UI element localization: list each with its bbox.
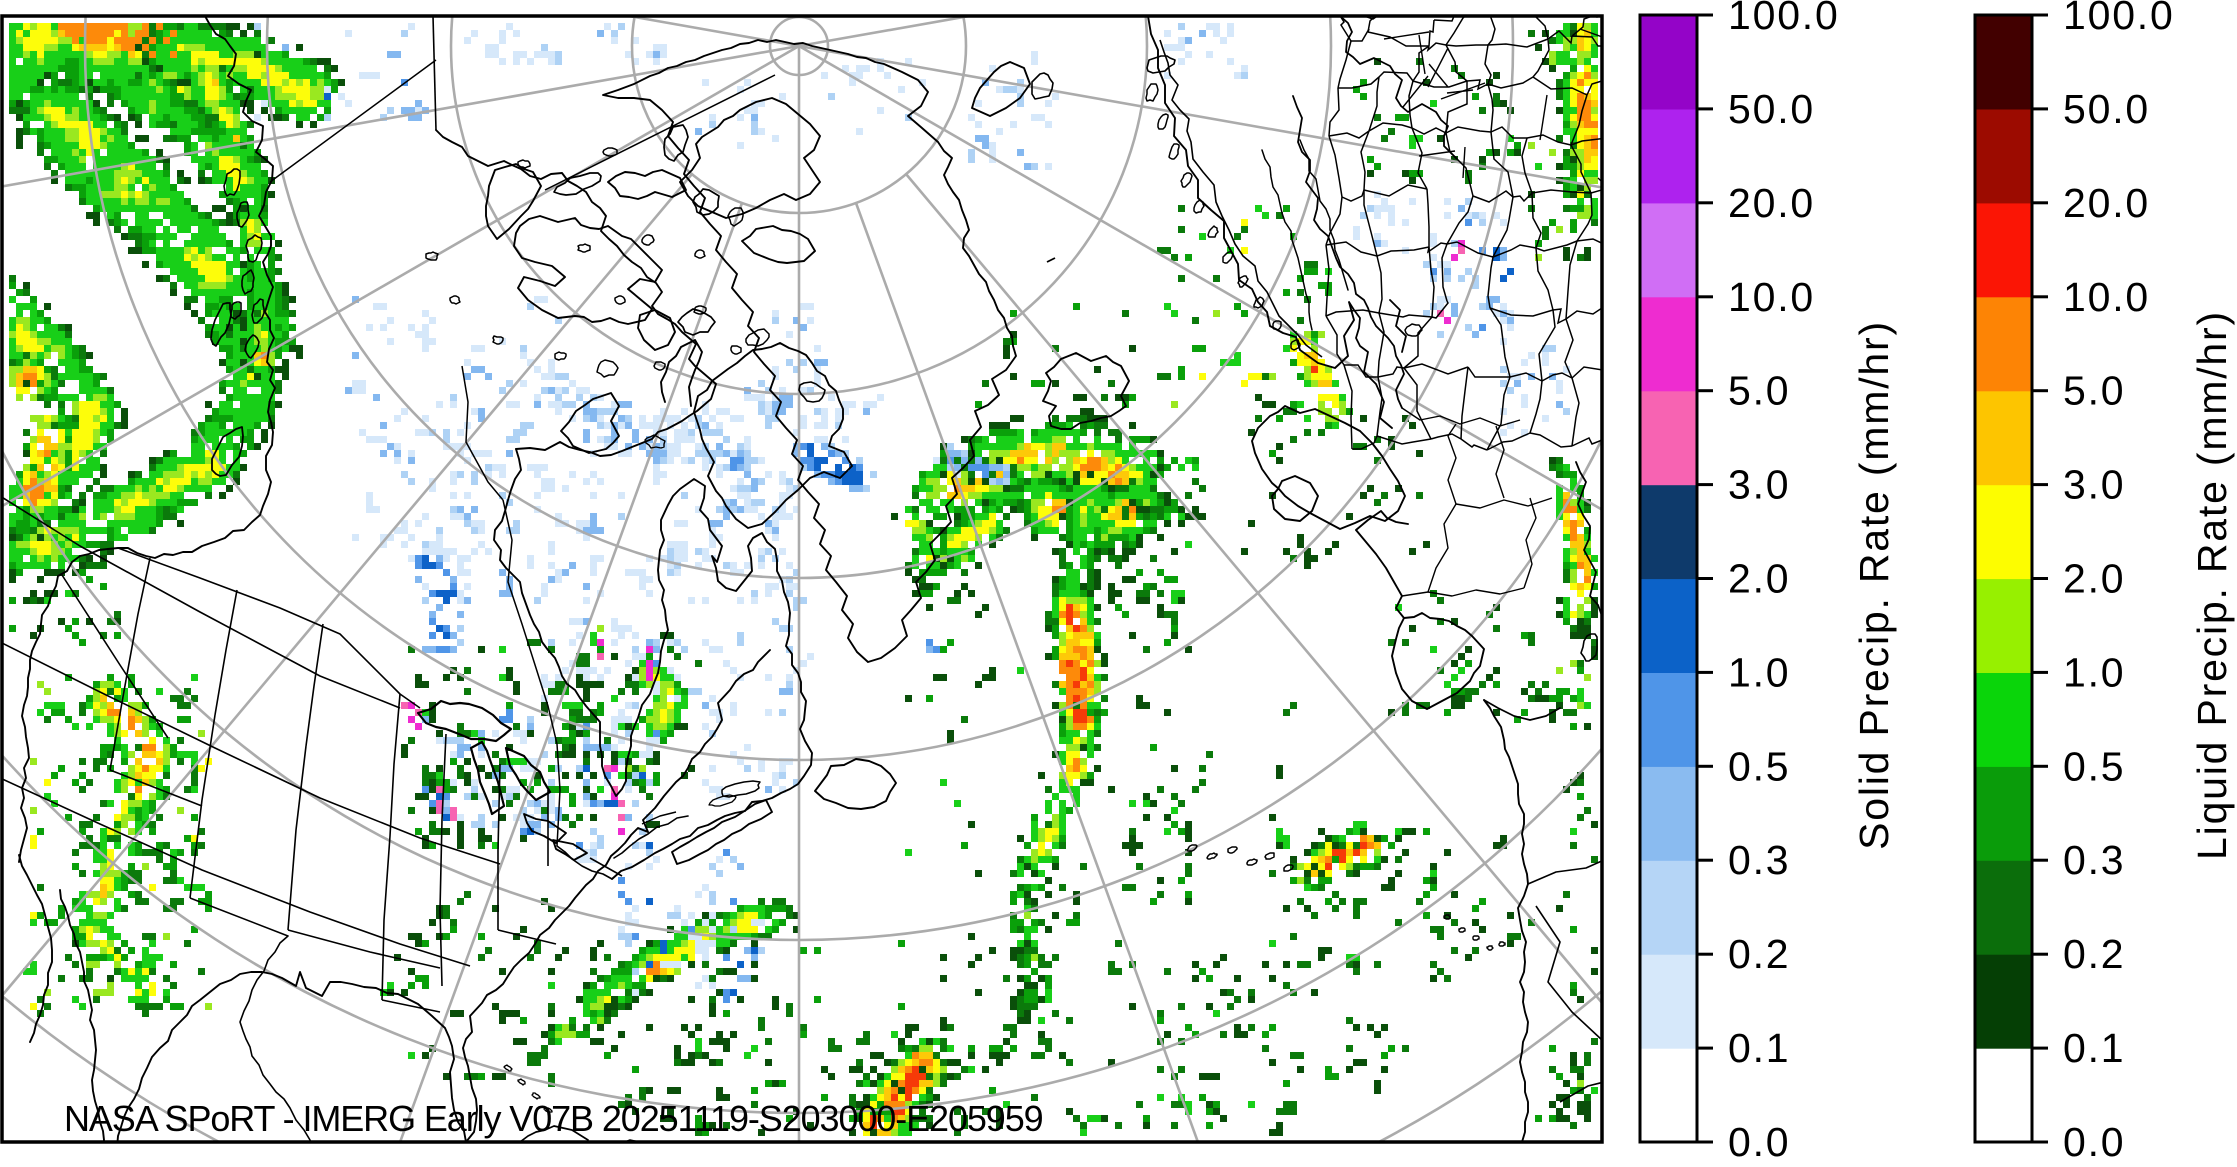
svg-text:0.1: 0.1 — [2063, 1025, 2125, 1071]
svg-text:2.0: 2.0 — [2063, 556, 2125, 602]
svg-text:Solid Precip. Rate (mm/hr): Solid Precip. Rate (mm/hr) — [1851, 320, 1897, 850]
svg-text:3.0: 3.0 — [2063, 462, 2125, 508]
svg-text:0.1: 0.1 — [1728, 1025, 1790, 1071]
svg-text:0.5: 0.5 — [2063, 743, 2125, 789]
svg-text:0.5: 0.5 — [1728, 743, 1790, 789]
svg-text:20.0: 20.0 — [1728, 180, 1815, 226]
svg-text:5.0: 5.0 — [2063, 368, 2125, 414]
svg-text:100.0: 100.0 — [1728, 0, 1840, 38]
svg-text:0.3: 0.3 — [1728, 837, 1790, 883]
svg-text:10.0: 10.0 — [2063, 274, 2150, 320]
svg-text:0.0: 0.0 — [1728, 1119, 1790, 1165]
svg-text:2.0: 2.0 — [1728, 556, 1790, 602]
svg-text:5.0: 5.0 — [1728, 368, 1790, 414]
svg-text:0.0: 0.0 — [2063, 1119, 2125, 1165]
svg-text:1.0: 1.0 — [2063, 649, 2125, 695]
svg-text:0.3: 0.3 — [2063, 837, 2125, 883]
svg-text:Liquid Precip. Rate (mm/hr): Liquid Precip. Rate (mm/hr) — [2189, 310, 2235, 860]
svg-text:10.0: 10.0 — [1728, 274, 1815, 320]
svg-text:50.0: 50.0 — [1728, 86, 1815, 132]
svg-text:100.0: 100.0 — [2063, 0, 2175, 38]
svg-text:NASA SPoRT - IMERG Early V07B: NASA SPoRT - IMERG Early V07B 20251119-S… — [64, 1098, 1043, 1139]
svg-text:20.0: 20.0 — [2063, 180, 2150, 226]
svg-text:1.0: 1.0 — [1728, 649, 1790, 695]
svg-text:0.2: 0.2 — [1728, 931, 1790, 977]
svg-text:0.2: 0.2 — [2063, 931, 2125, 977]
svg-text:50.0: 50.0 — [2063, 86, 2150, 132]
svg-text:3.0: 3.0 — [1728, 462, 1790, 508]
